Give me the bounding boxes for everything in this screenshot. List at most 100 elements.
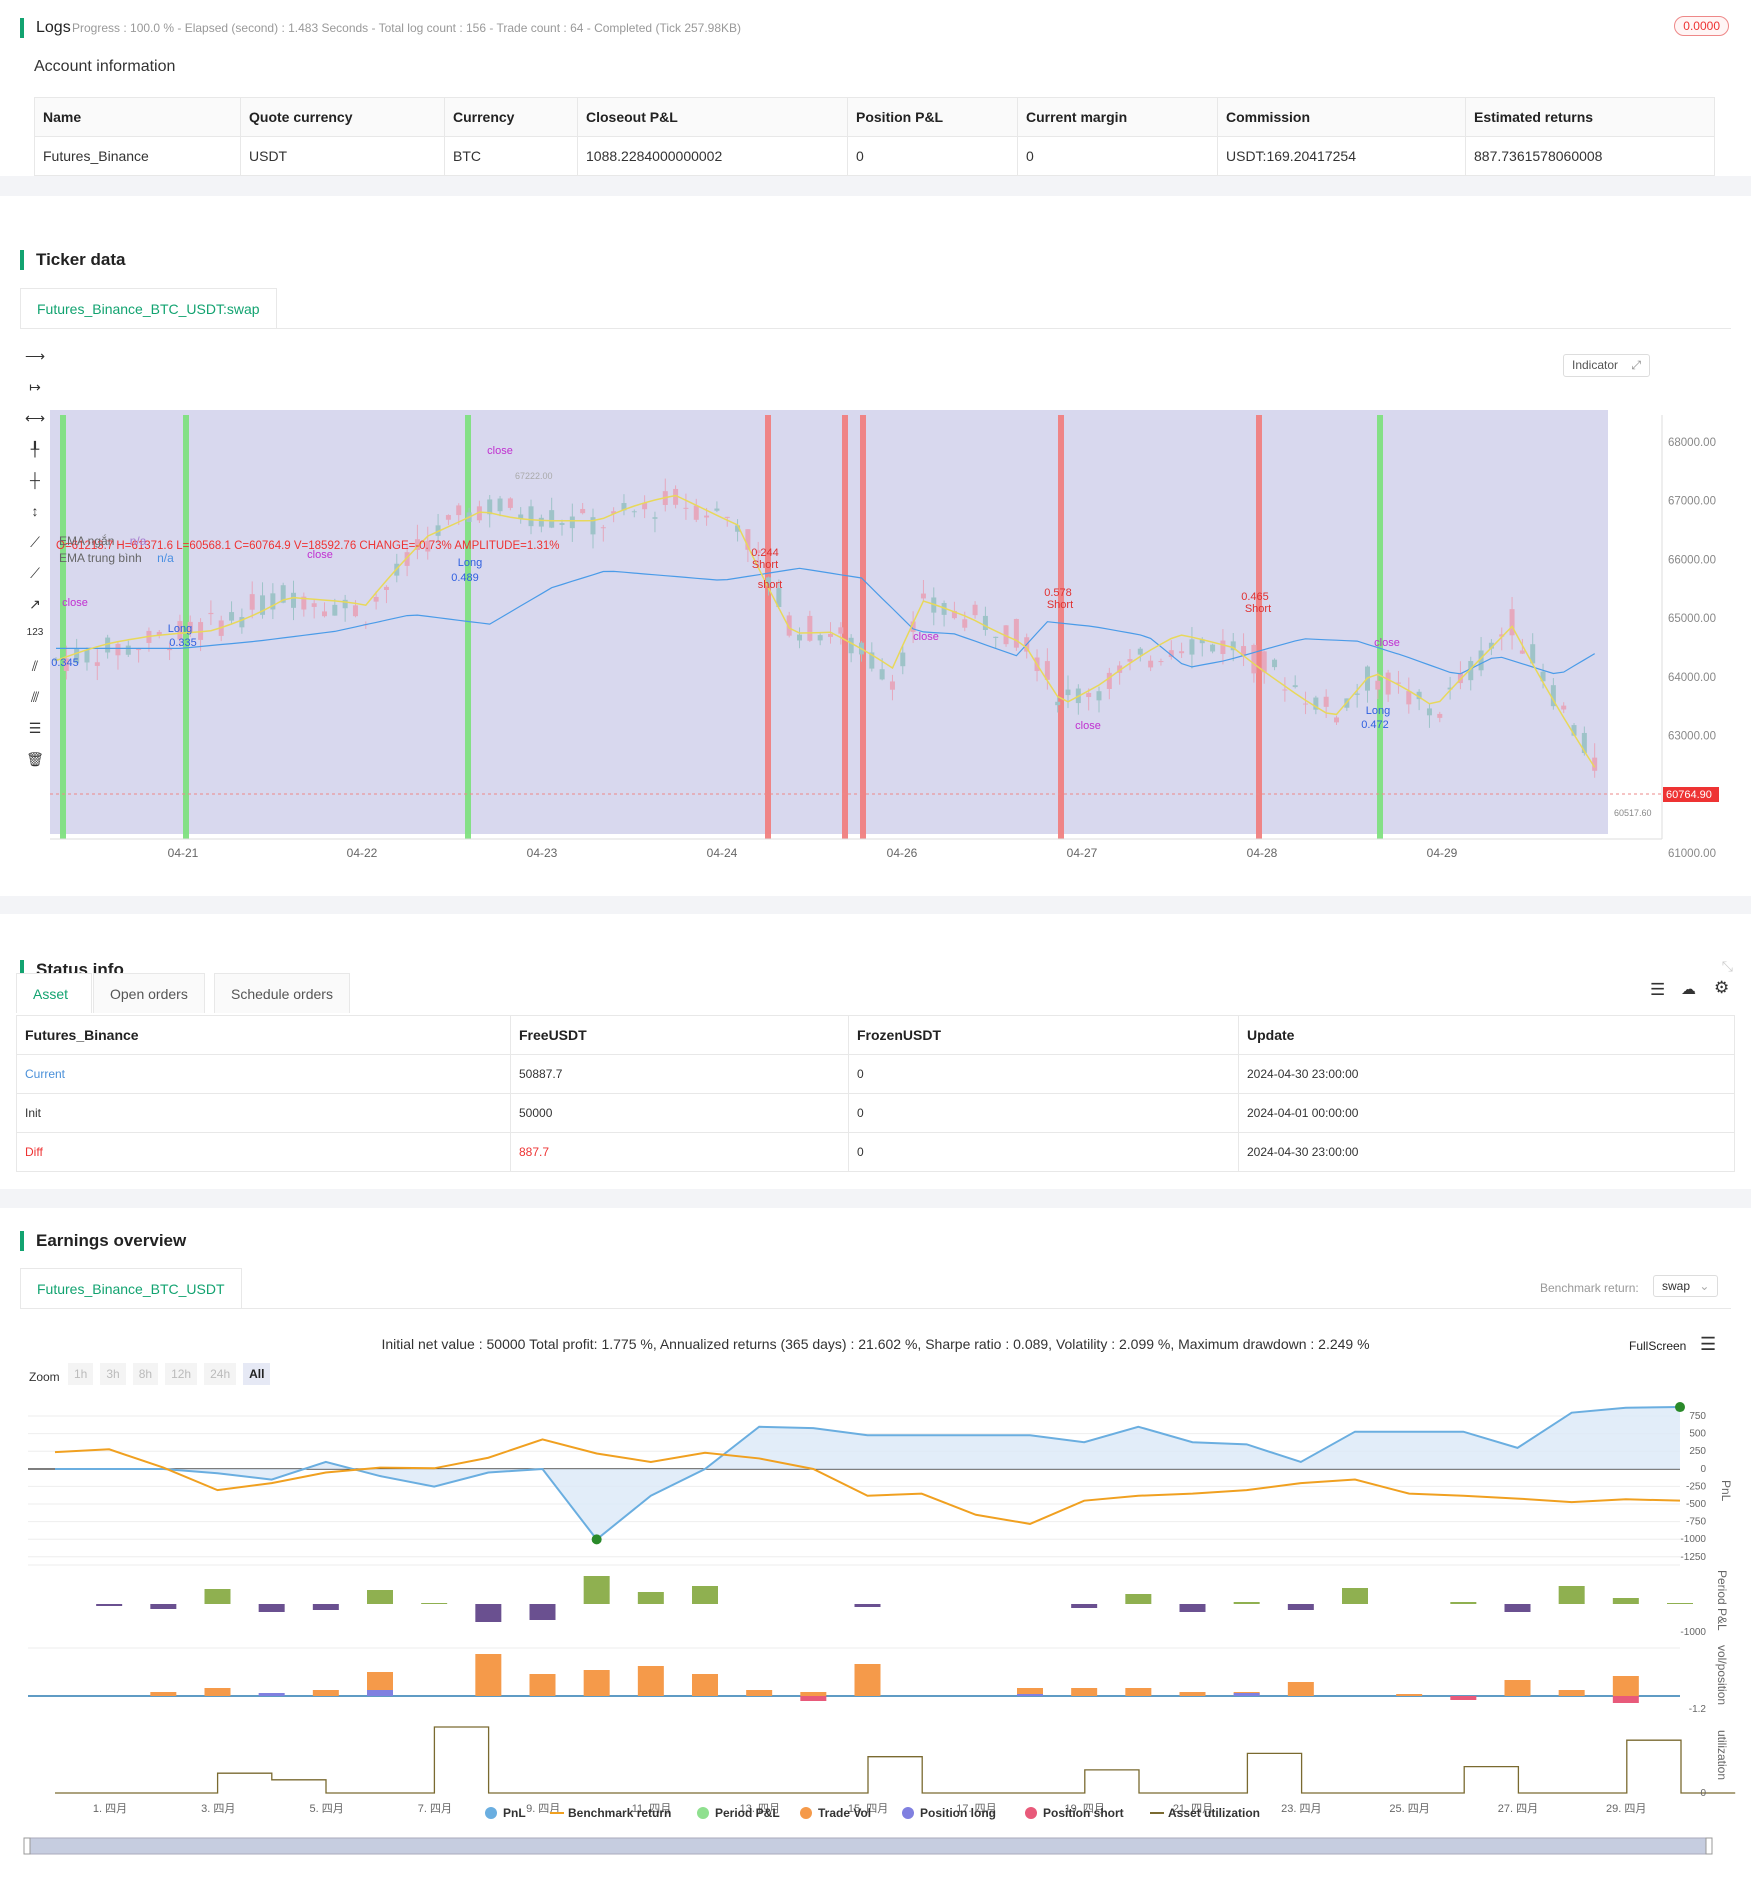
menu-icon[interactable]: ☰ [1700, 1334, 1717, 1354]
cell: 2024-04-30 23:00:00 [1238, 1132, 1735, 1172]
legend-swatch [800, 1807, 812, 1819]
trade-annotation: 0.472 [1361, 719, 1389, 731]
cloud-download-icon[interactable]: ☁ [1681, 981, 1696, 998]
trade-annotation: Short [1245, 603, 1271, 615]
period-pnl-bar [1612, 1598, 1639, 1604]
price-tick-label: 68000.00 [1668, 437, 1716, 449]
ray-tool-icon[interactable]: ↦ [29, 379, 41, 395]
indicator-label: Indicator [1572, 358, 1619, 372]
earnings-chart[interactable]: 750 500 250 0 -250 -500 -750 -1000 -1250 PnL -1000… [0, 1398, 1751, 1878]
arrow-line-tool-icon[interactable]: ↗ [29, 596, 41, 612]
candle-body [1540, 671, 1546, 682]
period-pnl-bar [204, 1589, 231, 1604]
gear-icon[interactable]: ⚙ [1714, 978, 1730, 997]
period-pnl-bar [1667, 1603, 1693, 1604]
legend-swatch [902, 1807, 914, 1819]
cell: 887.7361578060008 [1465, 136, 1715, 176]
benchmark-line [54, 1438, 1681, 1525]
ema-short-line [55, 494, 1596, 768]
position-short-bar [1450, 1696, 1477, 1700]
zoom-3h[interactable]: 3h [100, 1363, 126, 1385]
max-pnl-marker [1675, 1402, 1685, 1413]
zoom-24h[interactable]: 24h [204, 1363, 237, 1385]
zoom-12h[interactable]: 12h [165, 1363, 198, 1385]
hline-tool-icon[interactable]: ⟶ [24, 348, 46, 364]
zoom-8h[interactable]: 8h [132, 1363, 159, 1385]
min-pnl-marker [591, 1534, 602, 1545]
candle-body [1478, 650, 1484, 671]
tab-schedule-orders[interactable]: Schedule orders [214, 973, 350, 1013]
short-signal-band [860, 415, 866, 839]
tab-asset[interactable]: Asset [16, 973, 92, 1013]
tab-ticker[interactable]: Futures_Binance_BTC_USDT:swap [20, 288, 277, 328]
extended-line-tool-icon[interactable]: ⟋ [30, 565, 40, 581]
candle-body [1251, 644, 1257, 674]
zoom-all[interactable]: All [243, 1363, 271, 1385]
trade-vol-bar [746, 1690, 773, 1696]
expand-icon[interactable]: ⤢ [1631, 358, 1641, 372]
pnl-tick-label: 0 [1700, 1464, 1706, 1475]
legend-ema-mid-value: n/a [157, 551, 174, 565]
candle-body [569, 516, 575, 529]
candle-body [1210, 644, 1216, 652]
candle-body [1189, 639, 1195, 655]
candle-body [1519, 650, 1525, 654]
date-tick-label: 5. 四月 [309, 1803, 343, 1815]
cell: 0 [848, 1132, 1239, 1172]
candle-body [869, 652, 875, 669]
benchmark-select[interactable]: swap ⌄ [1653, 1275, 1719, 1297]
navigator-bar [25, 1837, 1712, 1855]
indicator-button[interactable]: Indicator ⤢ [1563, 354, 1650, 377]
account-table: Name Quote currency Currency Closeout P&… [34, 97, 1715, 176]
list-icon[interactable]: ☰ [1650, 980, 1666, 999]
candle-body [1561, 705, 1567, 710]
trash-icon[interactable]: 🗑 [26, 751, 44, 767]
legend-ema-mid-label: EMA trung bình [59, 551, 142, 565]
candle-body [1065, 689, 1071, 696]
vsegment-tool-icon[interactable]: ↕ [31, 503, 39, 519]
price-tick-label: 67000.00 [1668, 496, 1716, 508]
candlestick-chart[interactable]: 68000.00 67000.00 66000.00 65000.00 64000.00… [0, 326, 1751, 886]
channel-tool-icon[interactable]: ⫽ [31, 658, 39, 674]
candle-body [445, 515, 451, 520]
parallel-tool-icon[interactable]: ⫻ [30, 689, 40, 705]
legend-ema-mid: EMA trung bình n/a [59, 551, 174, 565]
current-price-tag [1663, 787, 1719, 802]
candle-body [631, 511, 637, 513]
cell-current: Current [16, 1054, 511, 1094]
trade-annotation: close [487, 445, 513, 457]
col-currency: Currency [444, 97, 578, 137]
fullscreen-button[interactable]: FullScreen [1629, 1339, 1687, 1353]
col-margin: Current margin [1017, 97, 1218, 137]
trendline-tool-icon[interactable]: ⟋ [30, 534, 40, 550]
cell: 1088.2284000000002 [577, 136, 848, 176]
tab-earnings[interactable]: Futures_Binance_BTC_USDT [20, 1268, 242, 1308]
candle-body [208, 612, 214, 615]
position-long-bar [258, 1693, 285, 1696]
candle-body [74, 648, 80, 663]
vray-tool-icon[interactable]: ┼ [30, 472, 40, 488]
tab-open-orders[interactable]: Open orders [93, 973, 205, 1013]
fib-tool-icon[interactable]: ☰ [28, 720, 42, 736]
candle-body [1406, 691, 1412, 705]
util-tick-label: 0 [1700, 1788, 1706, 1799]
legend-label: Period P&L [715, 1806, 780, 1820]
trade-annotation: short [758, 579, 782, 591]
collapse-icon[interactable]: ⤡ [1721, 958, 1733, 974]
period-pnl-bar [1342, 1588, 1368, 1604]
period-pnl-bar [1504, 1604, 1531, 1612]
candle-body [280, 585, 286, 603]
legend-swatch [1025, 1807, 1037, 1819]
axis-util-label: utilization [1715, 1730, 1729, 1780]
candle-body [580, 508, 586, 514]
candle-body [1086, 692, 1092, 698]
cell: 0 [848, 1054, 1239, 1094]
date-tick-label: 17. 四月 [956, 1803, 996, 1815]
candle-body [549, 510, 555, 528]
line-tool-icon[interactable]: ⟷ [24, 410, 46, 426]
price-label-tool-icon[interactable]: 123 [26, 627, 44, 638]
candle-body [1457, 672, 1463, 684]
zoom-1h[interactable]: 1h [68, 1363, 94, 1385]
vline-tool-icon[interactable]: ╀ [30, 441, 40, 457]
candle-body [972, 604, 978, 616]
